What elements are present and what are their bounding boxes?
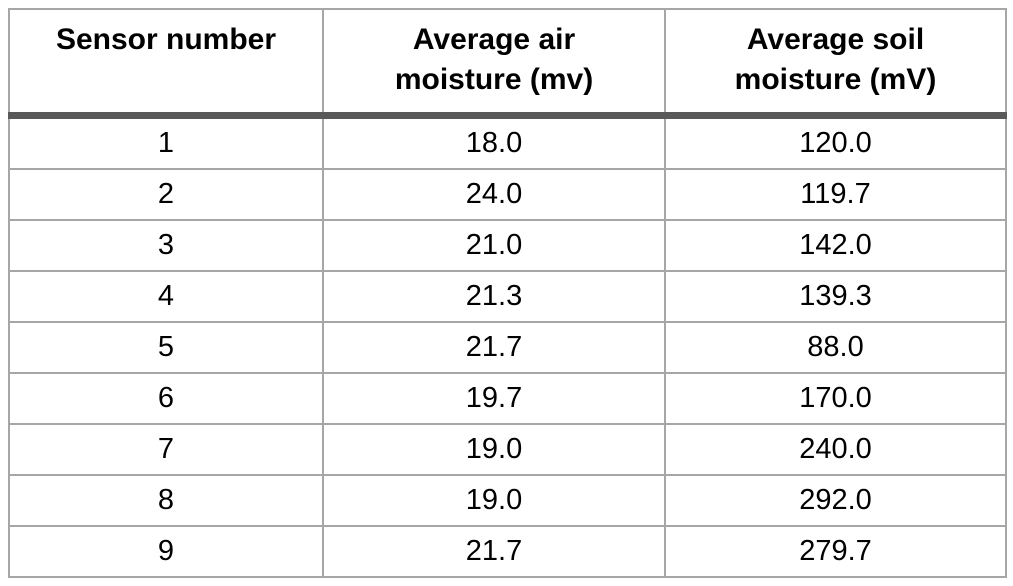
- cell-soil-moisture: 120.0: [664, 114, 1007, 170]
- header-row: Sensor number Average air moisture (mv) …: [8, 8, 1007, 119]
- cell-air-moisture: 19.0: [322, 423, 666, 476]
- cell-air-moisture: 19.7: [322, 372, 666, 425]
- table-row: 1 18.0 120.0: [8, 114, 1007, 170]
- header-label: moisture (mv): [394, 63, 594, 96]
- cell-sensor-number: 1: [8, 114, 324, 170]
- cell-soil-moisture: 240.0: [664, 423, 1007, 476]
- cell-sensor-number: 7: [8, 423, 324, 476]
- cell-sensor-number: 8: [8, 474, 324, 527]
- header-label: moisture (mV): [734, 63, 937, 96]
- table-row: 2 24.0 119.7: [8, 168, 1007, 221]
- cell-sensor-number: 2: [8, 168, 324, 221]
- table-row: 4 21.3 139.3: [8, 270, 1007, 323]
- cell-sensor-number: 3: [8, 219, 324, 272]
- header-cell-soil-moisture: Average soil moisture (mV): [664, 8, 1007, 119]
- header-cell-sensor-number: Sensor number: [8, 8, 324, 119]
- cell-soil-moisture: 279.7: [664, 525, 1007, 578]
- table-row: 5 21.7 88.0: [8, 321, 1007, 374]
- header-label: Sensor number: [55, 23, 277, 56]
- cell-sensor-number: 9: [8, 525, 324, 578]
- sensor-moisture-table: Sensor number Average air moisture (mv) …: [8, 8, 1007, 578]
- cell-sensor-number: 6: [8, 372, 324, 425]
- cell-soil-moisture: 142.0: [664, 219, 1007, 272]
- cell-air-moisture: 21.3: [322, 270, 666, 323]
- cell-air-moisture: 19.0: [322, 474, 666, 527]
- cell-air-moisture: 21.7: [322, 525, 666, 578]
- table-row: 7 19.0 240.0: [8, 423, 1007, 476]
- table-row: 8 19.0 292.0: [8, 474, 1007, 527]
- cell-air-moisture: 21.0: [322, 219, 666, 272]
- table-body: 1 18.0 120.0 2 24.0 119.7 3 21.0 142.0 4…: [8, 114, 1007, 578]
- cell-air-moisture: 18.0: [322, 114, 666, 170]
- table-header: Sensor number Average air moisture (mv) …: [8, 8, 1007, 119]
- cell-sensor-number: 4: [8, 270, 324, 323]
- header-cell-air-moisture: Average air moisture (mv): [322, 8, 666, 119]
- cell-soil-moisture: 139.3: [664, 270, 1007, 323]
- cell-soil-moisture: 292.0: [664, 474, 1007, 527]
- cell-air-moisture: 21.7: [322, 321, 666, 374]
- table-row: 3 21.0 142.0: [8, 219, 1007, 272]
- cell-soil-moisture: 170.0: [664, 372, 1007, 425]
- cell-air-moisture: 24.0: [322, 168, 666, 221]
- table-row: 9 21.7 279.7: [8, 525, 1007, 578]
- header-label: Average air: [412, 23, 576, 56]
- cell-soil-moisture: 119.7: [664, 168, 1007, 221]
- table-row: 6 19.7 170.0: [8, 372, 1007, 425]
- cell-sensor-number: 5: [8, 321, 324, 374]
- header-label: Average soil: [746, 23, 925, 56]
- cell-soil-moisture: 88.0: [664, 321, 1007, 374]
